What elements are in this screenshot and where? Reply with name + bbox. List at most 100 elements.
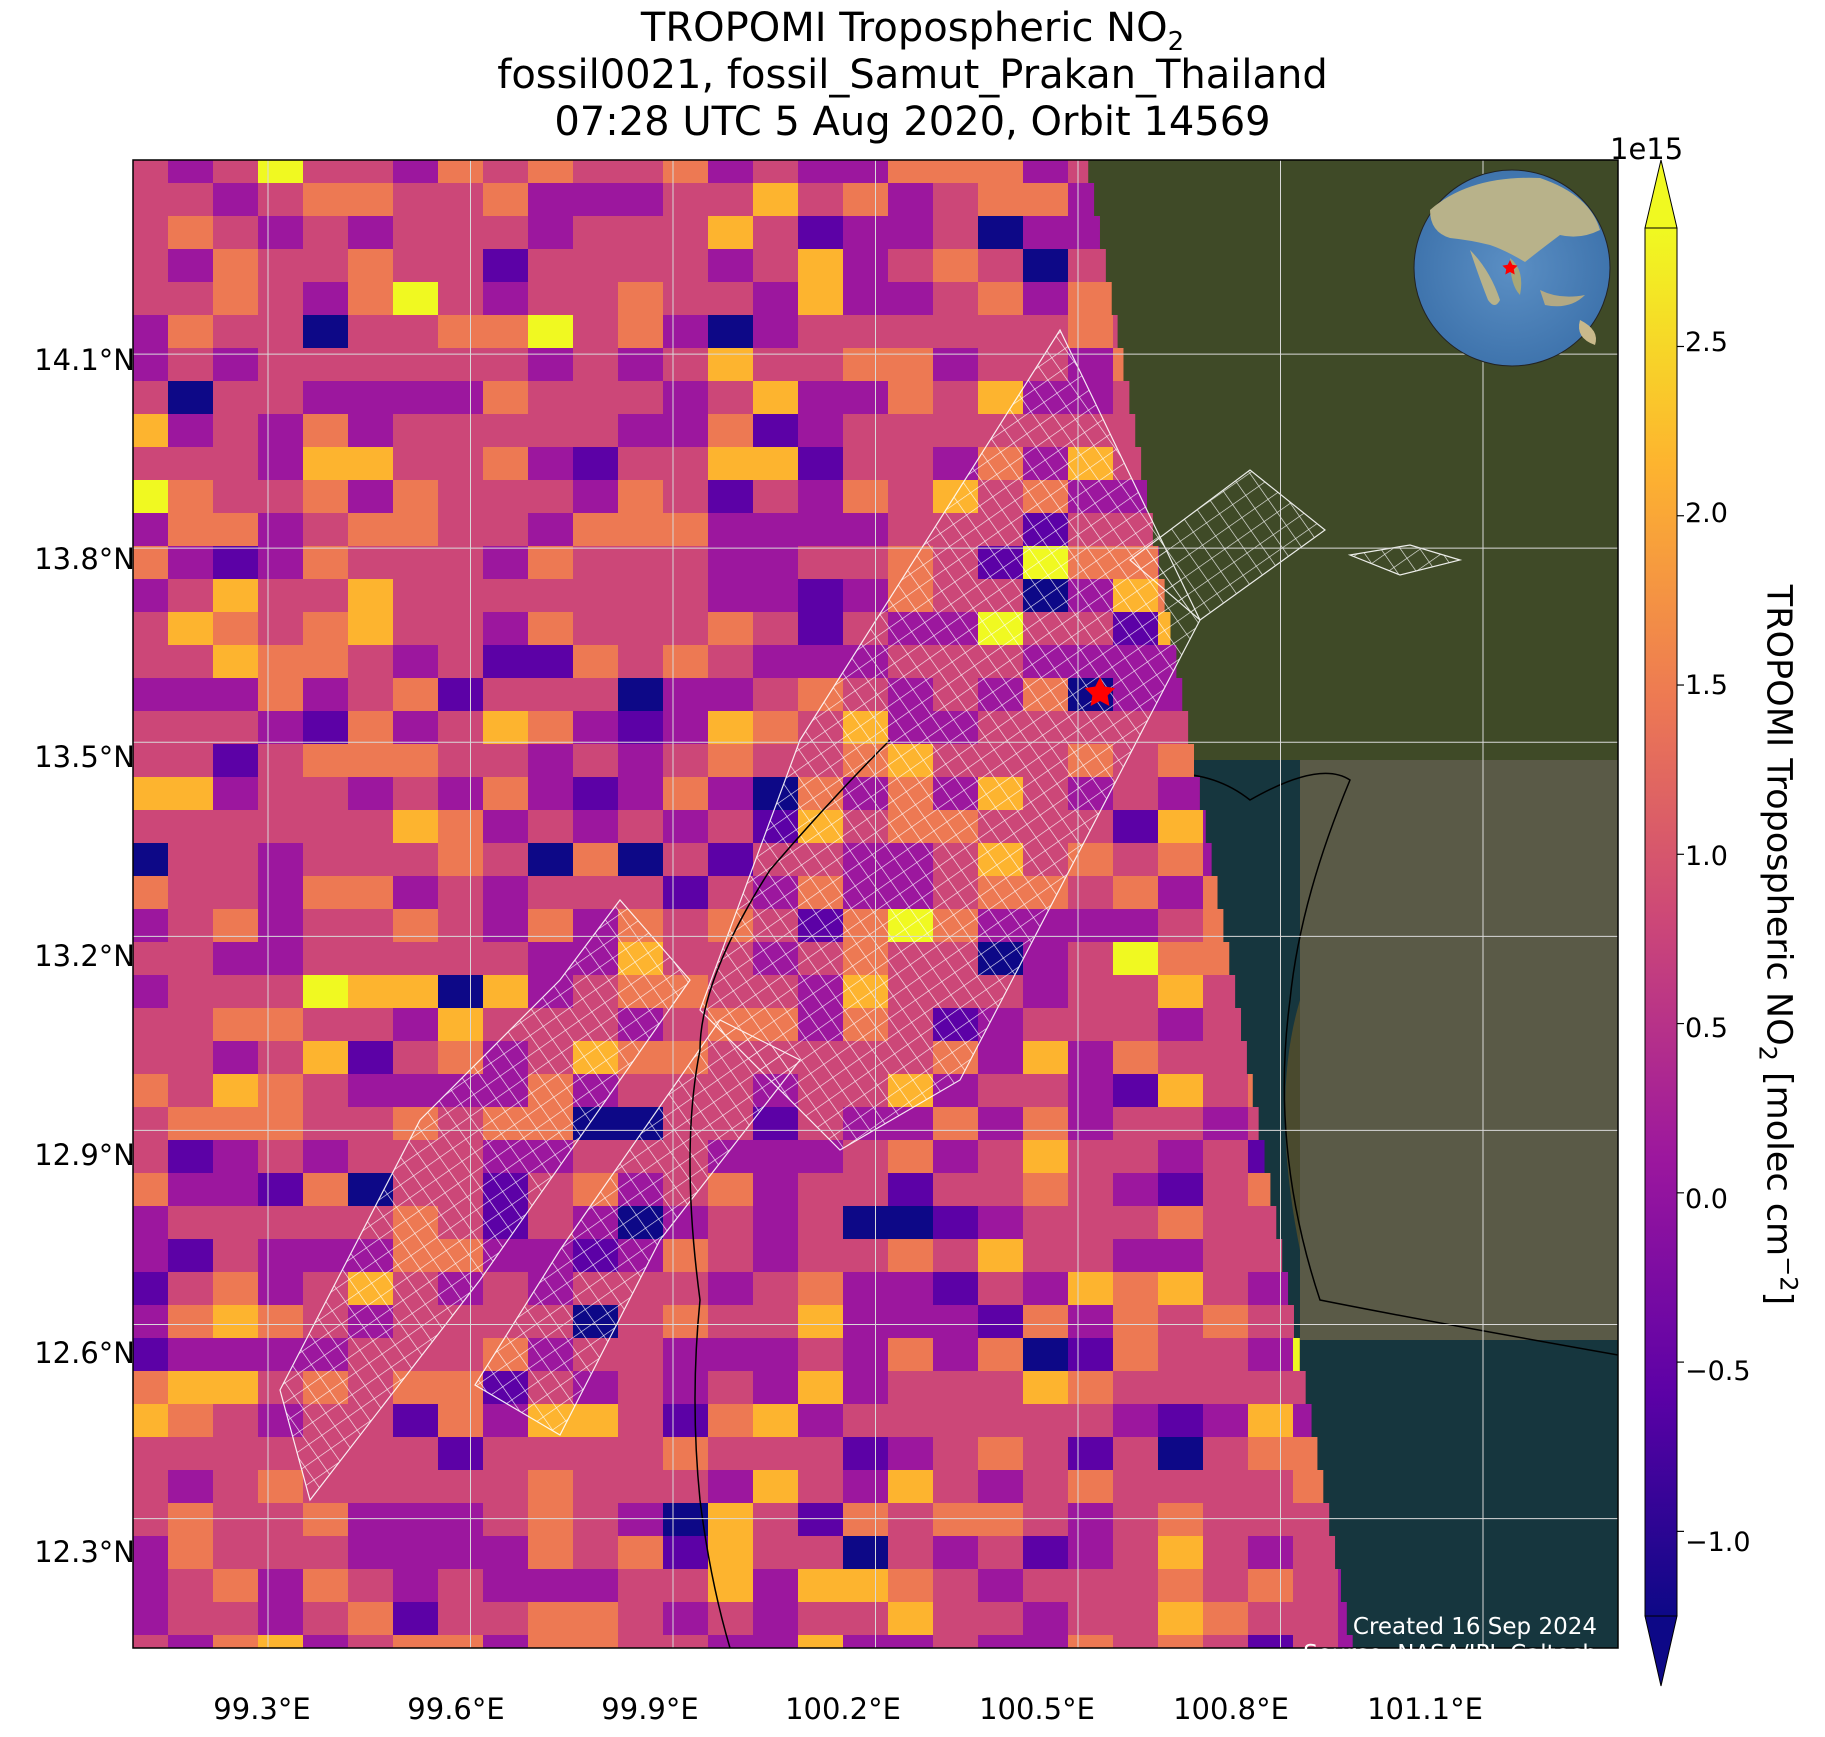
- colorbar-top-extension: [1644, 159, 1678, 229]
- no2-pixel: [213, 315, 259, 349]
- no2-pixel: [213, 249, 259, 283]
- no2-pixel: [663, 1404, 709, 1438]
- no2-pixel: [528, 1602, 574, 1636]
- no2-pixel: [133, 678, 169, 712]
- no2-pixel: [753, 546, 799, 580]
- no2-pixel: [708, 249, 754, 283]
- no2-pixel: [348, 1008, 394, 1042]
- no2-pixel: [663, 777, 709, 811]
- no2-pixel: [1068, 1173, 1114, 1207]
- no2-pixel: [213, 447, 259, 481]
- no2-pixel: [933, 1602, 979, 1636]
- no2-pixel: [303, 1239, 349, 1273]
- no2-pixel: [1068, 1602, 1114, 1636]
- colorbar-tick-2-0: 2.0: [1685, 498, 1728, 529]
- no2-pixel: [348, 711, 394, 745]
- no2-pixel: [168, 546, 214, 580]
- no2-pixel: [133, 1338, 169, 1372]
- no2-pixel: [663, 447, 709, 481]
- no2-pixel: [1248, 1206, 1277, 1240]
- no2-pixel: [213, 1305, 259, 1339]
- no2-pixel: [258, 1635, 304, 1648]
- no2-pixel: [1023, 1569, 1069, 1603]
- no2-pixel: [798, 1536, 844, 1570]
- no2-pixel: [933, 414, 979, 448]
- no2-pixel: [618, 876, 664, 910]
- no2-pixel: [258, 909, 304, 943]
- no2-pixel: [348, 1107, 394, 1141]
- no2-pixel: [843, 1536, 889, 1570]
- no2-pixel: [133, 909, 169, 943]
- no2-pixel: [133, 1239, 169, 1273]
- no2-pixel: [168, 1338, 214, 1372]
- no2-pixel: [133, 1371, 169, 1405]
- no2-pixel: [438, 579, 484, 613]
- no2-pixel: [1068, 1272, 1114, 1306]
- no2-pixel: [438, 1404, 484, 1438]
- no2-pixel: [798, 216, 844, 250]
- no2-pixel: [483, 1536, 529, 1570]
- no2-pixel: [213, 1602, 259, 1636]
- no2-pixel: [1338, 1635, 1353, 1648]
- no2-pixel: [798, 447, 844, 481]
- no2-pixel: [393, 843, 439, 877]
- no2-pixel: [348, 183, 394, 217]
- no2-pixel: [933, 1437, 979, 1471]
- no2-pixel: [213, 744, 259, 778]
- no2-pixel: [663, 1239, 709, 1273]
- no2-pixel: [843, 1371, 889, 1405]
- no2-pixel: [618, 579, 664, 613]
- no2-pixel: [1113, 1536, 1159, 1570]
- no2-pixel: [213, 381, 259, 415]
- no2-pixel: [168, 612, 214, 646]
- no2-pixel: [798, 1206, 844, 1240]
- no2-pixel: [573, 1404, 619, 1438]
- no2-pixel: [1113, 414, 1136, 448]
- no2-pixel: [978, 348, 1024, 382]
- no2-pixel: [753, 1239, 799, 1273]
- no2-pixel: [168, 1635, 214, 1648]
- no2-pixel: [438, 645, 484, 679]
- no2-pixel: [393, 876, 439, 910]
- colorbar-gradient: [1644, 227, 1678, 1617]
- no2-pixel: [393, 249, 439, 283]
- no2-pixel: [1293, 1503, 1330, 1537]
- no2-pixel: [618, 1602, 664, 1636]
- no2-pixel: [133, 1437, 169, 1471]
- lat-label-14-1: 14.1°N: [34, 343, 135, 377]
- no2-pixel: [1248, 1602, 1294, 1636]
- no2-pixel: [528, 216, 574, 250]
- no2-pixel: [133, 975, 169, 1009]
- no2-pixel: [168, 1239, 214, 1273]
- no2-pixel: [258, 942, 304, 976]
- no2-pixel: [1293, 1569, 1339, 1603]
- no2-pixel: [528, 843, 574, 877]
- no2-pixel: [1203, 1041, 1247, 1075]
- east-coast-land: [1300, 760, 1618, 1340]
- no2-pixel: [1113, 1239, 1159, 1273]
- no2-pixel: [663, 843, 709, 877]
- no2-pixel: [618, 1305, 664, 1339]
- no2-pixel: [1068, 1074, 1114, 1108]
- no2-pixel: [663, 579, 709, 613]
- no2-pixel: [1068, 1569, 1114, 1603]
- no2-pixel: [483, 1503, 529, 1537]
- no2-pixel: [978, 1107, 1024, 1141]
- no2-pixel: [798, 1371, 844, 1405]
- no2-pixel: [213, 1074, 259, 1108]
- no2-pixel: [573, 744, 619, 778]
- no2-pixel: [573, 1140, 619, 1174]
- no2-pixel: [1293, 1470, 1324, 1504]
- no2-pixel: [438, 315, 484, 349]
- no2-pixel: [888, 1536, 934, 1570]
- no2-pixel: [618, 348, 664, 382]
- no2-pixel: [978, 1305, 1024, 1339]
- no2-pixel: [258, 612, 304, 646]
- no2-pixel: [213, 1206, 259, 1240]
- colorbar-exponent: 1e15: [1610, 132, 1684, 166]
- no2-pixel: [303, 348, 349, 382]
- no2-pixel: [618, 1503, 664, 1537]
- no2-pixel: [798, 645, 844, 679]
- no2-pixel: [1158, 1074, 1204, 1108]
- no2-pixel: [528, 282, 574, 316]
